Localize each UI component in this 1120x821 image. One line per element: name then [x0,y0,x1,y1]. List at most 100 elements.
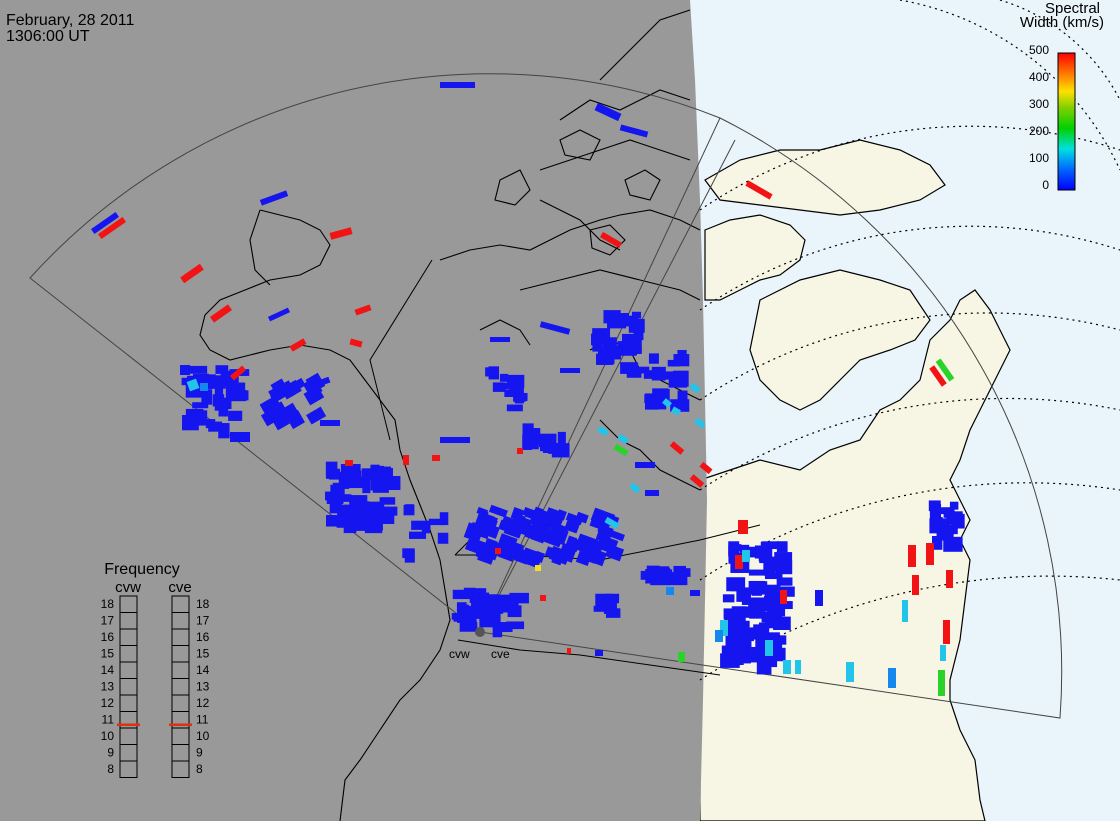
echo-cell [326,515,340,527]
echo-cell [776,577,793,586]
echo-cell [218,407,229,417]
echo-cell [738,520,748,534]
echo-cell [930,518,951,532]
echo-cell [328,468,340,480]
night-region [0,0,707,821]
echo-cell [272,406,286,419]
echo-cell [795,660,801,674]
colorbar-tick: 500 [1029,43,1049,57]
echo-cell [180,263,204,284]
echo-cell [590,550,602,560]
frequency-radar-label-cve: cve [168,579,191,596]
echo-cell [938,670,945,696]
echo-cell [209,304,233,323]
echo-cell [479,592,490,601]
echo-cell [488,504,508,518]
echo-cell [689,474,705,488]
echo-cell [479,615,498,628]
echo-cell [366,472,379,480]
echo-cell [740,632,761,639]
echo-cell [631,311,642,319]
echo-cell [783,660,791,674]
echo-cell [604,516,620,530]
frequency-scale-label: 8 [107,762,114,776]
echo-cell [748,597,769,610]
echo-cell [629,339,642,353]
echo-cell [373,516,383,531]
frequency-scale-label: 8 [196,762,203,776]
echo-cell [276,402,300,425]
echo-cell [557,431,566,446]
echo-cell [673,354,690,367]
echo-cell [780,590,787,604]
echo-cell [908,545,916,567]
echo-cell [751,646,770,660]
echo-cell [774,552,793,561]
colorbar-gradient [1057,52,1076,191]
frequency-scale-label: 18 [101,597,115,611]
echo-cell [690,590,700,596]
echo-cell [748,569,765,576]
echo-cell [935,358,955,382]
echo-cell [673,370,689,387]
echo-cell [517,448,523,454]
echo-cell [599,231,623,249]
frequency-scale-label: 13 [196,680,210,694]
echo-cell [575,547,593,567]
echo-cell [483,537,498,553]
echo-cell [548,545,571,565]
echo-cell [605,593,620,602]
echo-cell [303,385,325,406]
echo-cell [230,382,246,391]
echo-cell [566,536,584,550]
echo-cell [596,356,614,365]
echo-cell [610,530,625,542]
echo-cell [926,543,934,565]
echo-cell [432,455,440,461]
echo-cell [476,605,493,614]
echo-cell [613,443,629,457]
echo-cell [540,595,546,601]
echo-cell [694,417,706,429]
echo-cell [720,653,740,668]
frequency-scale-label: 12 [196,696,210,710]
echo-cell [226,394,238,402]
echo-cell [453,614,465,622]
frequency-scale-label: 9 [196,746,203,760]
time-label: 1306:00 UT [6,28,90,45]
frequency-boxes: 18 17 16 15 14 13 12 11 10 9 8 18 17 16 15 14 13 12 11 10 9 8 [101,595,210,778]
echo-cell [607,345,621,360]
echo-cell [715,630,723,642]
echo-cell [482,521,493,532]
colorbar-tick: 400 [1029,70,1049,84]
echo-cell [228,410,243,421]
echo-cell [220,397,232,410]
echo-cell [943,536,963,552]
echo-cell [929,503,942,520]
echo-cell [548,444,566,454]
land-baffin-island-west [704,214,806,301]
echo-cell [765,592,781,602]
echo-cell [689,382,701,394]
echo-cell [765,620,774,629]
echo-cell [197,374,216,387]
echo-cell [428,518,445,526]
echo-cell [565,512,584,526]
echo-cell [603,599,617,615]
echo-cell [741,651,750,658]
echo-cell [723,608,744,620]
echo-cell [648,353,659,364]
echo-cell [214,385,224,395]
echo-cell [285,409,305,430]
echo-cell [476,511,495,527]
echo-cell [473,539,487,550]
colorbar-legend: Spectral Width (km/s) 500 400 300 200 10… [1020,0,1104,192]
echo-cell [289,338,307,352]
echo-cell [645,395,660,410]
frequency-scale-label: 14 [101,663,115,677]
frequency-scale-label: 16 [196,630,210,644]
echo-cell [766,641,783,654]
echo-cell [635,366,650,374]
echo-cell [90,211,120,235]
echo-cell [187,365,208,374]
